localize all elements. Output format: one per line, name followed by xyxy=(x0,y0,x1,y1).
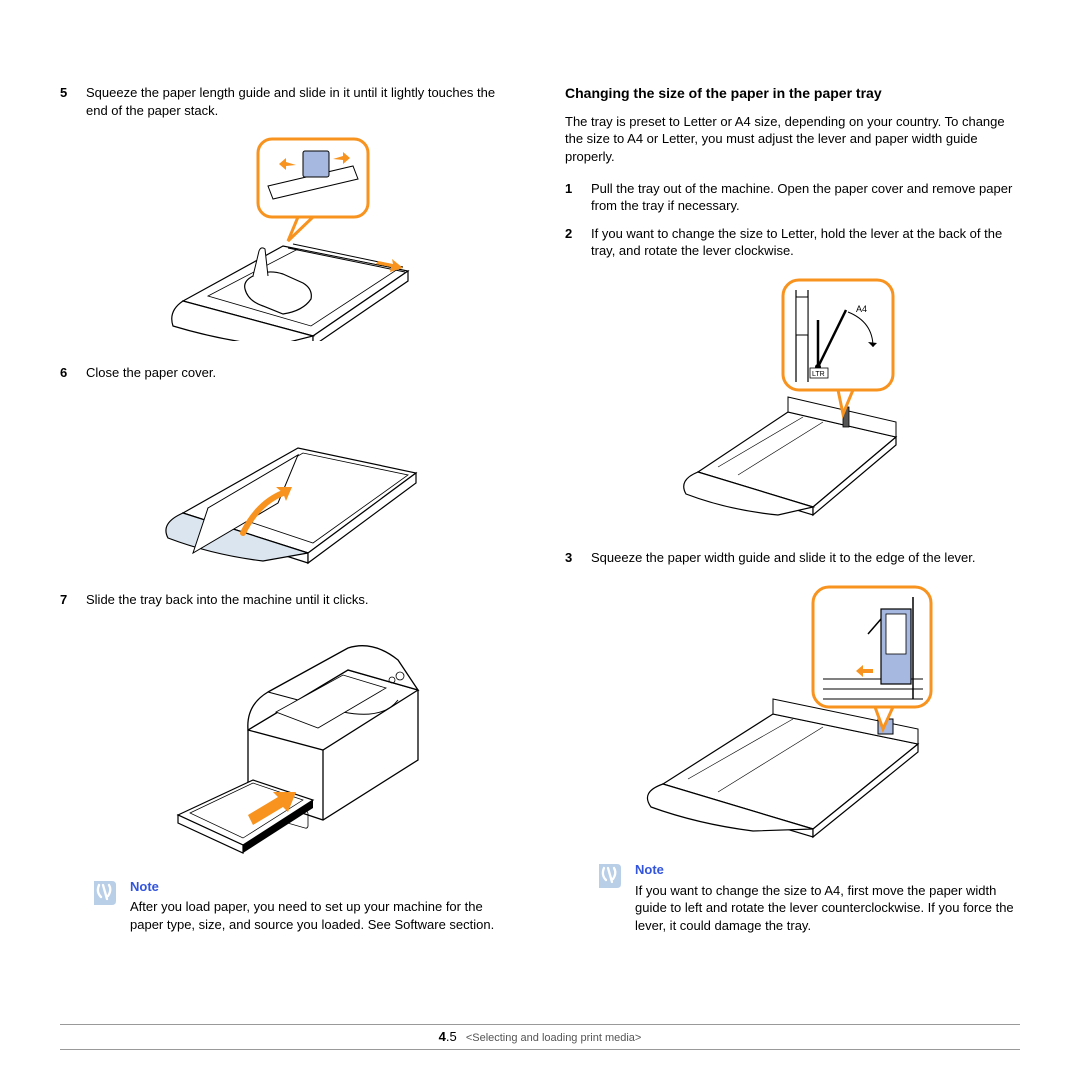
note-body: Note If you want to change the size to A… xyxy=(635,861,1020,934)
label-a4: A4 xyxy=(856,304,867,314)
step-text: Close the paper cover. xyxy=(86,364,515,382)
section-heading: Changing the size of the paper in the pa… xyxy=(565,84,1020,103)
note-left: Note After you load paper, you need to s… xyxy=(60,878,515,934)
step-number: 1 xyxy=(565,180,591,215)
note-text: If you want to change the size to A4, fi… xyxy=(635,882,1020,935)
footer-title: <Selecting and loading print media> xyxy=(466,1032,642,1044)
step-number: 3 xyxy=(565,549,591,567)
figure-step5 xyxy=(60,131,515,346)
footer-page: .5 xyxy=(446,1029,457,1044)
footer-chapter: 4 xyxy=(439,1029,446,1044)
figure-step7 xyxy=(60,620,515,860)
note-title: Note xyxy=(635,861,1020,879)
insert-tray-illustration xyxy=(148,620,428,855)
step-number: 7 xyxy=(60,591,86,609)
intro-text: The tray is preset to Letter or A4 size,… xyxy=(565,113,1020,166)
close-cover-illustration xyxy=(148,393,428,568)
left-column: 5 Squeeze the paper length guide and sli… xyxy=(60,84,515,935)
step-6: 6 Close the paper cover. xyxy=(60,364,515,382)
step-number: 6 xyxy=(60,364,86,382)
step-text: Squeeze the paper width guide and slide … xyxy=(591,549,1020,567)
right-column: Changing the size of the paper in the pa… xyxy=(565,84,1020,935)
note-body: Note After you load paper, you need to s… xyxy=(130,878,515,934)
width-guide-illustration xyxy=(643,579,943,839)
step-r3: 3 Squeeze the paper width guide and slid… xyxy=(565,549,1020,567)
step-number: 2 xyxy=(565,225,591,260)
step-r1: 1 Pull the tray out of the machine. Open… xyxy=(565,180,1020,215)
step-text: Squeeze the paper length guide and slide… xyxy=(86,84,515,119)
note-right: Note If you want to change the size to A… xyxy=(565,861,1020,934)
page-footer: 4.5 <Selecting and loading print media> xyxy=(60,1024,1020,1050)
note-icon xyxy=(595,861,623,934)
figure-lever: A4 LTR xyxy=(565,272,1020,532)
tray-length-guide-illustration xyxy=(153,131,423,341)
note-icon xyxy=(90,878,118,934)
step-text: Pull the tray out of the machine. Open t… xyxy=(591,180,1020,215)
step-text: Slide the tray back into the machine unt… xyxy=(86,591,515,609)
figure-step6 xyxy=(60,393,515,573)
note-title: Note xyxy=(130,878,515,896)
step-r2: 2 If you want to change the size to Lett… xyxy=(565,225,1020,260)
label-ltr: LTR xyxy=(812,371,825,378)
step-number: 5 xyxy=(60,84,86,119)
figure-width-guide xyxy=(565,579,1020,844)
step-5: 5 Squeeze the paper length guide and sli… xyxy=(60,84,515,119)
step-text: If you want to change the size to Letter… xyxy=(591,225,1020,260)
note-text: After you load paper, you need to set up… xyxy=(130,898,515,933)
page-content: 5 Squeeze the paper length guide and sli… xyxy=(0,0,1080,975)
step-7: 7 Slide the tray back into the machine u… xyxy=(60,591,515,609)
lever-illustration: A4 LTR xyxy=(668,272,918,527)
